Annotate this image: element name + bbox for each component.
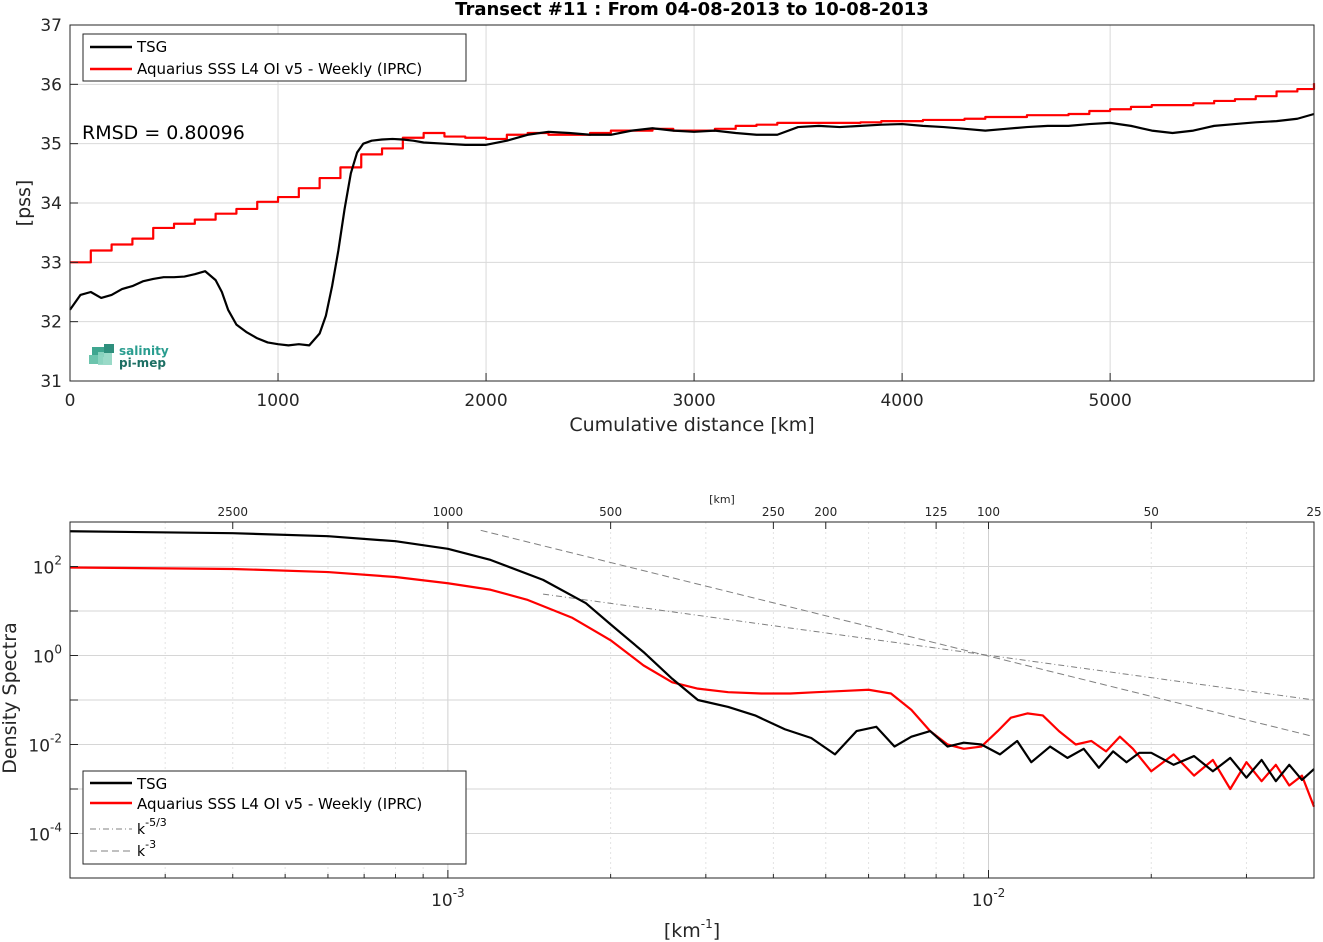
top-legend-tsg-label: TSG [136,38,167,56]
bottom-top-axis-label: [km] [709,493,735,506]
bottom-x-tick-label-base: 10 [431,891,453,911]
top-y-tick-label: 34 [40,194,62,214]
bottom-legend-k3-label: k-3 [137,838,156,860]
tsg-line [69,112,1315,347]
tsg-spectrum-line [69,530,1315,783]
top-x-tick-label: 5000 [1089,391,1132,411]
bottom-top-tick-label: 500 [599,505,622,519]
bottom-y-tick-label-base: 10 [33,648,55,668]
logo-text-pi-mep: pi-mep [119,356,166,370]
bottom-legend-tsg-label: TSG [136,775,167,793]
bottom-y-tick-label-exp: 2 [54,554,62,568]
bottom-legend-aquarius-label: Aquarius SSS L4 OI v5 - Weekly (IPRC) [137,795,422,813]
bottom-y-tick-label-base: 10 [28,737,50,757]
salinity-pi-mep-logo: salinity pi-mep [89,344,169,370]
bottom-x-axis-label-exp: -1 [701,917,713,931]
bottom-y-tick-label: 10-4 [28,821,62,846]
top-y-tick-label: 33 [40,253,62,273]
bottom-x-axis-label: [km-1] [664,917,720,942]
bottom-legend-k3-base: k [137,844,146,860]
top-series [69,83,1316,347]
bottom-legend-k53-exp: -5/3 [145,816,167,829]
bottom-legend: TSG Aquarius SSS L4 OI v5 - Weekly (IPRC… [82,770,467,865]
bottom-x-tick-label-exp: -2 [993,886,1005,900]
top-y-axis-label: [pss] [13,180,35,227]
bottom-y-tick-label: 10-2 [28,732,62,757]
top-y-tick-label: 35 [40,135,62,155]
bottom-series [69,529,1316,808]
top-x-tick-label: 0 [65,391,76,411]
rmsd-annotation: RMSD = 0.80096 [82,122,245,144]
bottom-top-tick-label: 125 [925,505,948,519]
top-legend: TSG Aquarius SSS L4 OI v5 - Weekly (IPRC… [82,33,467,82]
logo-mark-3 [98,352,112,365]
bottom-top-tick-label: 25 [1306,505,1321,519]
bottom-y-tick-label-base: 10 [33,559,55,579]
bottom-x-tick-label-base: 10 [972,891,994,911]
top-x-tick-label: 3000 [672,391,715,411]
top-y-tick-label: 36 [40,75,62,95]
bottom-x-axis-label-end: ] [713,920,720,942]
bottom-top-tick-label: 200 [814,505,837,519]
bottom-x-tick-label: 10-2 [972,886,1006,911]
bottom-top-tick-label: 2500 [217,505,248,519]
bottom-legend-box [82,770,467,865]
top-y-tick-label: 31 [40,372,62,392]
top-x-axis-label: Cumulative distance [km] [569,414,814,436]
top-legend-aquarius-label: Aquarius SSS L4 OI v5 - Weekly (IPRC) [137,60,422,78]
top-x-tick-label: 4000 [880,391,923,411]
bottom-legend-k53-label: k-5/3 [137,816,167,838]
bottom-y-tick-label: 100 [33,643,62,668]
bottom-top-tick-label: 100 [977,505,1000,519]
bottom-y-tick-label: 102 [33,554,62,579]
bottom-x-tick-label-exp: -3 [453,886,465,900]
top-grid [70,25,1314,381]
bottom-y-tick-label-exp: -2 [50,732,62,746]
top-axis-ticks: 0 1000 2000 3000 4000 5000 31 32 33 34 35 36 37 [40,16,1131,411]
k-3-reference-line [480,529,1315,738]
top-legend-box [82,33,467,82]
bottom-y-tick-label-exp: 0 [54,643,62,657]
bottom-y-tick-label-exp: -4 [50,821,62,835]
logo-mark-4 [104,344,114,353]
top-x-tick-label: 2000 [464,391,507,411]
bottom-legend-k3-exp: -3 [145,838,156,851]
bottom-y-axis-label: Density Spectra [0,622,21,773]
chart-title: Transect #11 : From 04-08-2013 to 10-08-… [455,0,929,20]
bottom-x-axis-label-base: [km [664,920,701,942]
bottom-top-tick-label: 250 [762,505,785,519]
bottom-y-tick-label-base: 10 [28,826,50,846]
logo-text-salinity: salinity [119,344,169,358]
bottom-top-tick-label: 50 [1144,505,1159,519]
top-y-tick-label: 32 [40,313,62,333]
top-y-tick-label: 37 [40,16,62,36]
top-x-tick-label: 1000 [256,391,299,411]
logo-mark-2 [89,355,103,364]
bottom-legend-k53-base: k [137,822,146,838]
bottom-top-tick-label: 1000 [433,505,464,519]
bottom-x-tick-label: 10-3 [431,886,465,911]
